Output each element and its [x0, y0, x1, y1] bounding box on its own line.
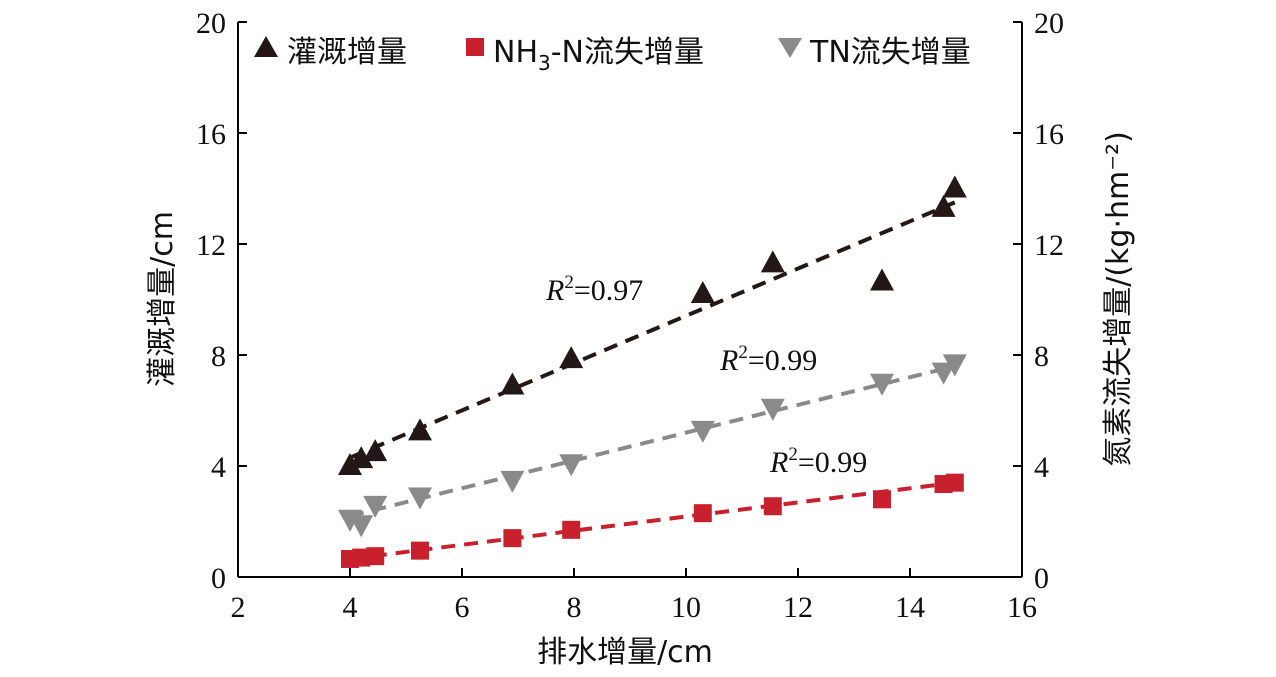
point-irrigation-4 [500, 372, 525, 395]
x-axis-title: 排水增量/cm [537, 635, 713, 670]
point-nh3n-10 [945, 473, 964, 492]
fit-line-nh3n [349, 480, 956, 561]
r2-label-irrigation: R2=0.97 [545, 272, 643, 307]
x-tick-label-7: 16 [1007, 591, 1037, 624]
point-nh3n-8 [873, 490, 891, 509]
point-tn-4 [500, 470, 525, 493]
point-irrigation-2 [363, 439, 388, 462]
point-tn-3 [408, 487, 432, 510]
left-y-tick-label-4: 16 [196, 118, 226, 151]
points-layer [338, 175, 967, 568]
right-y-tick-label-4: 16 [1034, 118, 1064, 151]
point-tn-9 [931, 362, 956, 385]
r2-superscript: 2 [788, 444, 798, 465]
point-irrigation-1 [349, 446, 374, 469]
fit-line-irrigation [349, 200, 956, 460]
point-nh3n-7 [763, 497, 782, 516]
legend-label-part: NH [493, 35, 538, 70]
right-y-tick-label-1: 4 [1034, 451, 1049, 484]
point-nh3n-3 [411, 541, 429, 560]
r2-symbol: R [769, 446, 788, 479]
r2-label-tn: R2=0.99 [719, 342, 817, 377]
r2-superscript: 2 [564, 272, 574, 293]
point-irrigation-0 [338, 453, 362, 475]
point-tn-2 [363, 495, 388, 518]
point-nh3n-1 [352, 548, 371, 567]
point-nh3n-5 [562, 520, 581, 539]
point-tn-7 [760, 398, 785, 421]
point-irrigation-6 [690, 280, 715, 303]
r2-label-nh3n: R2=0.99 [769, 444, 867, 479]
x-tick-label-3: 8 [567, 591, 582, 624]
left-y-tick-label-0: 0 [211, 562, 226, 595]
right-y-tick-label-5: 20 [1034, 7, 1064, 40]
right-y-tick-label-3: 12 [1034, 229, 1064, 262]
point-irrigation-5 [559, 346, 584, 369]
point-nh3n-6 [693, 504, 712, 523]
legend-label-part: -N流失增量 [551, 35, 704, 70]
point-irrigation-10 [942, 175, 967, 198]
point-irrigation-9 [931, 194, 956, 217]
point-tn-1 [349, 515, 374, 538]
x-tick-label-0: 2 [231, 591, 246, 624]
x-tick-label-5: 12 [783, 591, 813, 624]
r2-value: =0.99 [748, 344, 817, 377]
right-y-tick-label-0: 0 [1034, 562, 1049, 595]
point-nh3n-2 [366, 547, 385, 566]
x-tick-label-1: 4 [343, 591, 358, 624]
r2-value: =0.99 [798, 446, 867, 479]
point-tn-0 [338, 509, 362, 532]
r2-symbol: R [545, 274, 564, 307]
point-tn-6 [690, 420, 715, 443]
legend-label-subscript: 3 [538, 51, 551, 75]
legend-label-tn: TN流失增量 [809, 35, 971, 70]
point-irrigation-3 [408, 418, 432, 441]
point-irrigation-8 [870, 268, 894, 291]
point-irrigation-7 [760, 250, 785, 273]
r2-symbol: R [719, 344, 738, 377]
legend-marker-irrigation [254, 36, 278, 57]
r2-superscript: 2 [738, 342, 748, 363]
x-tick-label-6: 14 [895, 591, 925, 624]
legend-marker-nh3n [466, 38, 484, 56]
point-tn-5 [559, 454, 584, 477]
x-tick-label-2: 6 [455, 591, 470, 624]
left-y-tick-label-3: 12 [196, 229, 226, 262]
fit-line-tn [349, 364, 956, 518]
legend-marker-tn [778, 38, 802, 58]
fit-lines-layer [349, 200, 956, 561]
x-tick-label-4: 10 [671, 591, 701, 624]
point-nh3n-4 [503, 529, 522, 548]
left-y-tick-label-1: 4 [211, 451, 226, 484]
legend-label-nh3n: NH3-N流失增量 [493, 35, 704, 75]
legend: 灌溉增量 NH3-N流失增量 TN流失增量 [254, 35, 971, 75]
right-y-tick-label-2: 8 [1034, 340, 1049, 373]
left-y-axis-title: 灌溉增量/cm [145, 211, 180, 387]
legend-label-irrigation: 灌溉增量 [287, 35, 407, 70]
r2-value: =0.97 [574, 274, 643, 307]
point-tn-10 [942, 354, 967, 377]
point-tn-8 [870, 373, 894, 396]
left-y-tick-label-5: 20 [196, 7, 226, 40]
right-y-axis-title: 氮素流失增量/(kg·hm⁻²) [1101, 131, 1136, 467]
left-y-tick-label-2: 8 [211, 340, 226, 373]
